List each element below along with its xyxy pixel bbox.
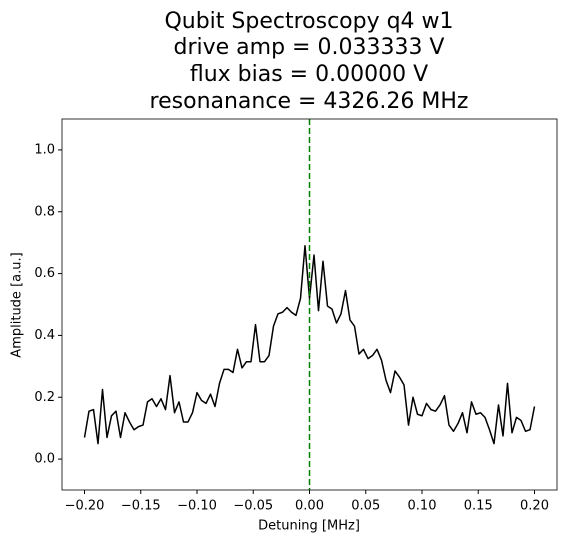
chart-title: flux bias = 0.00000 V <box>190 62 428 87</box>
x-tick-label: −0.05 <box>233 499 273 514</box>
x-tick-label: −0.10 <box>177 499 217 514</box>
y-tick-label: 0.0 <box>34 452 55 467</box>
x-tick-label: −0.20 <box>65 499 105 514</box>
x-axis-label: Detuning [MHz] <box>258 519 360 534</box>
y-tick-label: 1.0 <box>34 142 55 157</box>
y-tick-label: 0.4 <box>34 328 55 343</box>
x-tick-label: 0.05 <box>351 499 380 514</box>
x-tick-label: −0.15 <box>121 499 161 514</box>
x-tick-label: 0.20 <box>520 499 549 514</box>
chart-title: resonanance = 4326.26 MHz <box>150 89 469 114</box>
y-tick-label: 0.8 <box>34 204 55 219</box>
y-tick-label: 0.2 <box>34 390 55 405</box>
y-axis-label: Amplitude [a.u.] <box>10 252 25 357</box>
chart-title: Qubit Spectroscopy q4 w1 <box>164 9 453 34</box>
plot-frame <box>61 118 558 491</box>
x-tick-label: 0.15 <box>464 499 493 514</box>
chart-title: drive amp = 0.033333 V <box>174 35 445 60</box>
x-tick-label: 0.10 <box>408 499 437 514</box>
y-tick-label: 0.6 <box>34 266 55 281</box>
data-line <box>83 245 536 445</box>
x-tick-label: 0.00 <box>295 499 324 514</box>
